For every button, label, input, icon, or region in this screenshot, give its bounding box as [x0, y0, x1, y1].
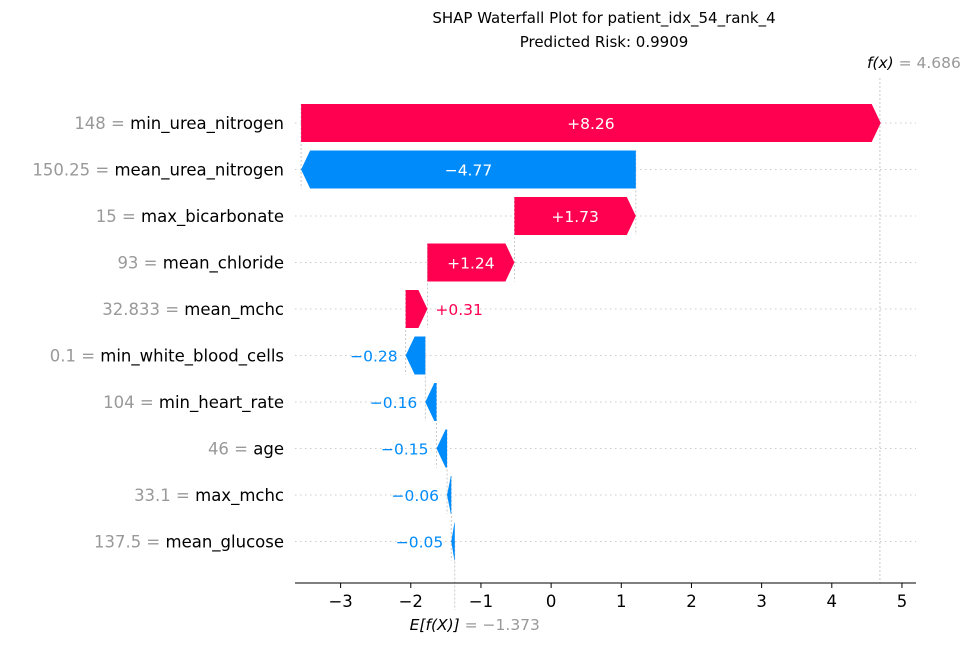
- bar-min_heart_rate: [425, 383, 437, 421]
- base-value-prefix: E[f(X)]: [410, 616, 465, 634]
- feature-name: mean_urea_nitrogen: [114, 161, 284, 181]
- feature-label-min_urea_nitrogen: 148 = min_urea_nitrogen: [74, 114, 284, 134]
- feature-name: max_mchc: [195, 486, 284, 506]
- x-tick-label: −1: [469, 592, 493, 611]
- bar-max_bicarbonate: [514, 197, 636, 235]
- feature-label-mean_mchc: 32.833 = mean_mchc: [102, 300, 284, 320]
- feature-value: 137.5 =: [94, 533, 166, 552]
- x-tick-label: −2: [399, 592, 423, 611]
- feature-label-min_heart_rate: 104 = min_heart_rate: [103, 393, 284, 413]
- bar-value-label: +8.26: [567, 115, 615, 133]
- bar-value-label: −0.06: [392, 487, 440, 505]
- x-tick-label: 5: [897, 592, 908, 611]
- waterfall-bars: +8.26 −4.77 +1.73 +1.24 +0.31 −0.28 −0.16 −0.15…: [301, 104, 881, 561]
- bar-min_urea_nitrogen: [301, 104, 881, 142]
- fx-annotation: f(x) = 4.686: [867, 54, 961, 72]
- feature-label-max_bicarbonate: 15 = max_bicarbonate: [96, 207, 284, 227]
- bar-max_mchc: [447, 476, 452, 514]
- bar-value-label: −0.28: [350, 348, 398, 366]
- feature-value: 150.25 =: [32, 161, 114, 180]
- feature-value: 32.833 =: [102, 300, 184, 319]
- feature-value: 15 =: [96, 207, 141, 226]
- bar-value-label: −0.15: [381, 441, 429, 459]
- bar-value-label: +1.24: [447, 255, 495, 273]
- feature-name: mean_glucose: [166, 533, 284, 553]
- x-tick-label: 3: [756, 592, 767, 611]
- x-tick-label: 0: [546, 592, 557, 611]
- feature-label-min_white_blood_cells: 0.1 = min_white_blood_cells: [50, 347, 284, 367]
- feature-label-mean_chloride: 93 = mean_chloride: [117, 254, 284, 274]
- bar-value-label: +1.73: [551, 208, 599, 226]
- feature-label-max_mchc: 33.1 = max_mchc: [134, 486, 284, 506]
- feature-name: min_urea_nitrogen: [130, 114, 284, 134]
- feature-name: max_bicarbonate: [141, 207, 284, 227]
- feature-labels: 148 = min_urea_nitrogen 150.25 = mean_ure…: [32, 114, 284, 553]
- feature-label-age: 46 = age: [208, 440, 284, 459]
- bar-value-label: +0.31: [435, 301, 483, 319]
- bar-value-label: −0.16: [370, 394, 418, 412]
- feature-name: min_heart_rate: [159, 393, 284, 413]
- bar-age: [436, 429, 448, 468]
- chart-subtitle: Predicted Risk: 0.9909: [520, 33, 689, 51]
- base-value-number: = −1.373: [465, 616, 540, 634]
- bar-value-label: −0.05: [396, 534, 444, 552]
- fx-number: = 4.686: [899, 54, 961, 72]
- x-tick-label: 1: [616, 592, 627, 611]
- x-axis: −3 −2 −1 0 1 2 3 4 5 E[f(X)] = −1.373: [295, 582, 916, 634]
- feature-value: 33.1 =: [134, 486, 195, 505]
- bar-mean_mchc: [405, 290, 428, 328]
- feature-name: mean_chloride: [163, 254, 284, 274]
- feature-value: 93 =: [117, 254, 162, 273]
- feature-value: 148 =: [74, 114, 130, 133]
- feature-label-mean_glucose: 137.5 = mean_glucose: [94, 533, 284, 553]
- feature-value: 46 =: [208, 440, 253, 459]
- feature-value: 0.1 =: [50, 347, 101, 366]
- base-value-label: E[f(X)] = −1.373: [410, 616, 540, 634]
- fx-value-label: f(x) = 4.686: [867, 54, 961, 72]
- bar-mean_urea_nitrogen: [301, 150, 636, 189]
- x-tick-label: −3: [328, 592, 352, 611]
- chart-title: SHAP Waterfall Plot for patient_idx_54_r…: [432, 9, 775, 28]
- bar-mean_glucose: [451, 522, 455, 561]
- x-tick-label: 4: [827, 592, 838, 611]
- feature-name: min_white_blood_cells: [100, 347, 284, 367]
- bar-value-label: −4.77: [445, 162, 493, 180]
- feature-label-mean_urea_nitrogen: 150.25 = mean_urea_nitrogen: [32, 161, 284, 181]
- feature-value: 104 =: [103, 393, 159, 412]
- feature-name: mean_mchc: [184, 300, 284, 320]
- bar-min_white_blood_cells: [405, 336, 426, 375]
- feature-name: age: [253, 440, 284, 459]
- fx-prefix: f(x): [867, 54, 899, 72]
- bar-mean_chloride: [427, 243, 515, 282]
- x-tick-label: 2: [686, 592, 697, 611]
